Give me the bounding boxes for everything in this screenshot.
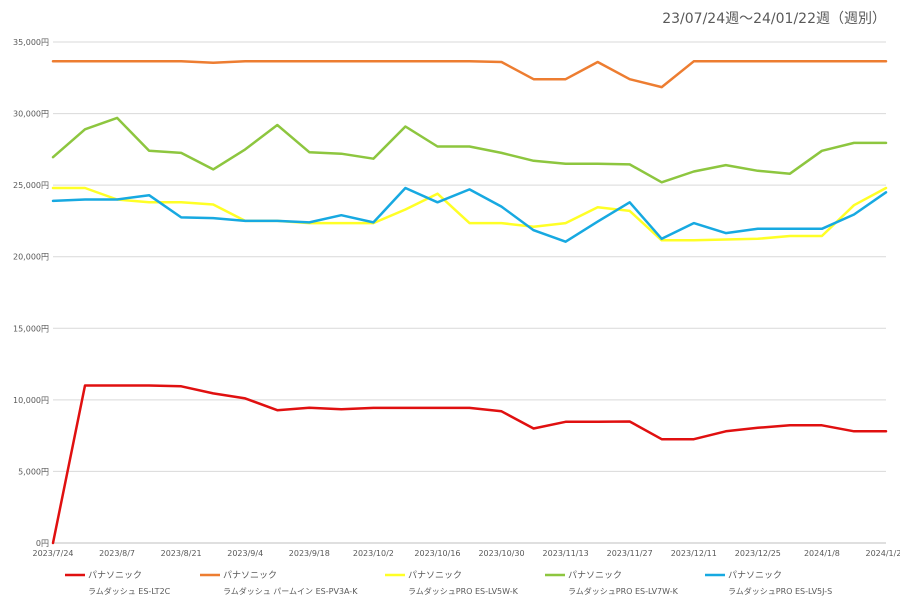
grid-layer [53,41,886,544]
x-tick-label: 2023/9/4 [227,549,263,558]
x-tick-label: 2023/12/25 [735,549,781,558]
series-line-1 [51,384,888,545]
legend-label: パナソニック [568,570,622,581]
x-tick-label: 2023/7/24 [32,549,73,558]
legend-model-label: ラムダッシュPRO ES-LV7W-K [568,586,679,596]
x-tick-label: 2023/8/21 [161,549,202,558]
series-line-3 [51,186,888,242]
series-layer [51,60,888,545]
legend-model-label: ラムダッシュPRO ES-LV5J-S [728,586,832,596]
x-tick-label: 2024/1/22 [865,549,900,558]
series-line-5 [51,186,888,243]
x-tick-label: 2023/10/30 [478,549,524,558]
y-tick-label: 15,000円 [13,324,49,333]
y-tick-label: 10,000円 [13,396,49,405]
legend-label: パナソニック [88,570,142,581]
legend-label: パナソニック [223,570,277,581]
legend-model-label: ラムダッシュ パームイン ES-PV3A-K [223,586,358,596]
x-tick-label: 2023/9/18 [289,549,330,558]
x-tick-label: 2023/8/7 [99,549,135,558]
x-tick-label: 2023/10/16 [414,549,460,558]
y-tick-label: 20,000円 [13,253,49,262]
x-tick-label: 2023/12/11 [671,549,717,558]
series-line-2 [51,60,888,89]
legend-label: パナソニック [728,570,782,581]
y-tick-label: 5,000円 [18,467,49,476]
period-label: 23/07/24週～24/01/22週（週別） [662,11,886,27]
y-tick-label: 30,000円 [13,110,49,119]
x-tick-label: 2023/10/2 [353,549,394,558]
x-tick-label: 2024/1/8 [804,549,840,558]
y-tick-label: 0円 [36,539,49,548]
y-tick-label: 25,000円 [13,181,49,190]
legend-model-label: ラムダッシュPRO ES-LV5W-K [408,586,519,596]
axis-layer: 0円 5,000円 10,000円 15,000円 20,000円 25,000円 30,0… [13,38,900,558]
x-tick-label: 2023/11/27 [607,549,653,558]
legend-model-label: ラムダッシュ ES-LT2C [88,586,171,596]
x-tick-label: 2023/11/13 [543,549,589,558]
y-tick-label: 35,000円 [13,38,49,47]
series-line-4 [51,116,888,184]
legend-label: パナソニック [408,570,462,581]
